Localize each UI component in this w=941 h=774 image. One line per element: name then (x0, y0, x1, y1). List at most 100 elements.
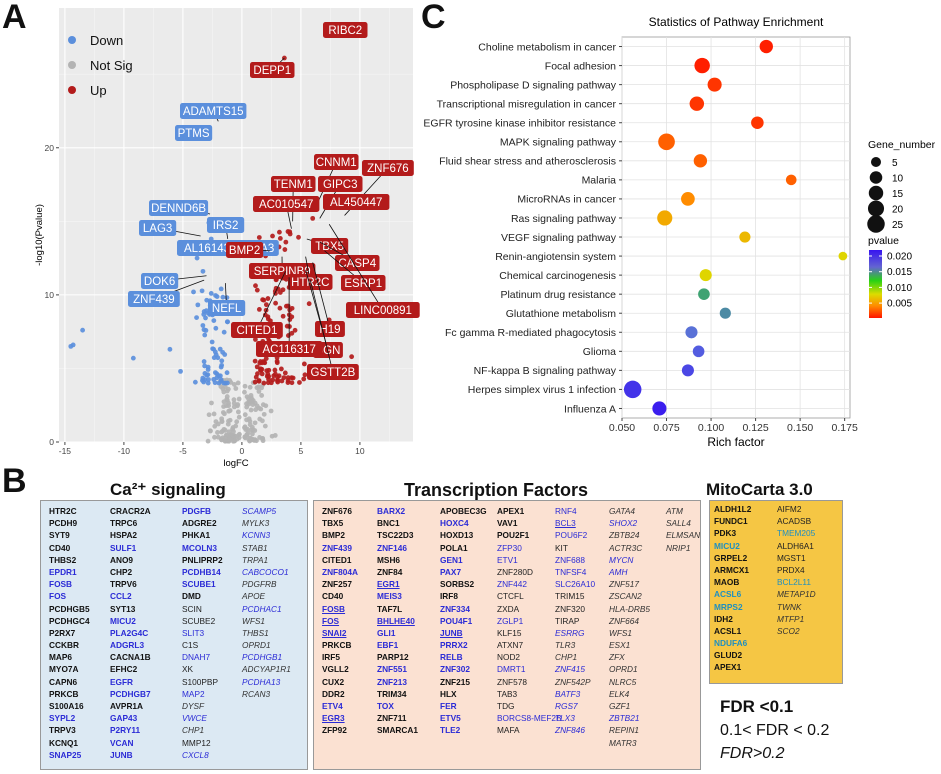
gene-name: ZNF804A (322, 566, 358, 577)
gene-name: TRPC6 (110, 518, 138, 529)
bubble-title: Statistics of Pathway Enrichment (649, 15, 824, 29)
volcano-point (310, 215, 316, 221)
bubble-pathway-label: Fluid shear stress and atherosclerosis (439, 156, 616, 168)
color-legend-label: 0.020 (887, 252, 912, 263)
bubble-point (692, 345, 705, 358)
gene-name: MYO7A (49, 664, 79, 675)
up-gene-label: BMP2 (229, 245, 260, 257)
gene-name: MYLK3 (242, 518, 270, 529)
volcano-point (276, 373, 282, 379)
volcano-point (258, 406, 264, 412)
gene-name: AIFM2 (777, 504, 802, 514)
gene-name: ESX1 (609, 640, 631, 651)
gene-name: HLX (440, 688, 457, 699)
volcano-point (192, 379, 198, 385)
bubble-pathway-label: NF-kappa B signaling pathway (474, 365, 617, 377)
gene-name: GZF1 (609, 701, 631, 711)
size-legend-label: 15 (892, 189, 904, 200)
volcano-point (260, 297, 266, 303)
volcano-point (221, 329, 227, 335)
volcano-point (235, 402, 241, 407)
gene-name: WFS1 (242, 615, 266, 626)
volcano-point (277, 305, 283, 311)
gene-name: FUNDC1 (714, 516, 748, 527)
volcano-point (287, 307, 293, 313)
fdr-legend-strong: FDR <0.1 (720, 697, 794, 716)
size-legend-label: 20 (892, 204, 904, 215)
gene-name: ZBTB21 (609, 713, 640, 724)
volcano-point (224, 319, 230, 325)
gene-name: ZBTB24 (609, 530, 640, 541)
gene-name: ALDH1L2 (714, 504, 752, 514)
up-gene-label: CITED1 (236, 325, 277, 337)
gene-name: ESRRG (555, 627, 585, 638)
gene-name: SYPL2 (49, 713, 76, 724)
volcano-point (178, 368, 183, 374)
volcano-point (234, 419, 240, 425)
tf-title: Transcription Factors (404, 480, 589, 500)
volcano-point (224, 295, 230, 301)
tf-gene-column: BARX2 BNC1 TSC22D3 ZNF146 MSH6 ZNF84 EGR1 MEIS3… (377, 505, 418, 737)
bubble-point (751, 116, 764, 129)
gene-name: S100PBP (182, 676, 218, 687)
gene-name: SYT13 (110, 603, 136, 614)
tf-gene-column: GATA4 SHOX2 ZBTB24 ACTR3C MYCN AMH ZNF517 ZSCAN… (609, 505, 650, 749)
volcano-point (349, 354, 355, 360)
volcano-point (215, 355, 221, 361)
volcano-point (265, 296, 271, 301)
bubble-pathway-label: EGFR tyrosine kinase inhibitor resistanc… (423, 118, 616, 130)
bubble-point (681, 192, 695, 206)
gene-name: ETV5 (440, 713, 461, 724)
volcano-point (200, 268, 206, 274)
ca-gene-column: PDGFB ADGRE2 PHKA1 MCOLN3 PNLIPRP2 PCDHB14 SCU… (182, 505, 223, 761)
volcano-point (220, 294, 226, 300)
gene-name: THBS2 (49, 554, 77, 565)
gene-name: MICU2 (110, 615, 136, 626)
gene-name: MGST1 (777, 552, 806, 563)
down-gene-label: ADAMTS15 (183, 106, 244, 118)
gene-name: ACADSB (777, 516, 812, 527)
gene-name: CHP1 (182, 725, 205, 736)
volcano-point (256, 306, 262, 312)
gene-name: EGFR (110, 676, 134, 687)
gene-name: ALDH6A1 (777, 540, 814, 551)
volcano-y-tick-label: 0 (49, 437, 54, 447)
volcano-label-box (323, 22, 368, 38)
gene-name: TNFSF4 (555, 566, 587, 577)
volcano-point (213, 419, 219, 425)
gene-name: P2RX7 (49, 627, 76, 638)
volcano-point (211, 318, 217, 324)
volcano-point (212, 349, 218, 355)
gene-name: HSPA2 (110, 530, 138, 541)
gene-name: S100A16 (49, 701, 84, 711)
color-legend-label: 0.015 (887, 267, 912, 278)
volcano-point (277, 229, 282, 235)
volcano-label-box (256, 341, 323, 357)
tf-gene-column: ATM SALL4 ELMSAN1 NRIP1 (666, 505, 700, 554)
volcano-label-box (139, 220, 177, 236)
gene-name: DMRT1 (497, 664, 526, 675)
mitocarta-title: MitoCarta 3.0 (706, 480, 813, 499)
gene-name: P2RY11 (110, 725, 141, 736)
volcano-point (289, 330, 295, 336)
gene-name: JUNB (440, 627, 463, 638)
volcano-point (252, 420, 258, 426)
gene-name: POLA1 (440, 542, 468, 553)
gene-name: MAP2 (182, 688, 205, 699)
volcano-point (235, 380, 241, 386)
volcano-point (242, 389, 247, 395)
tf-gene-column: APOBEC3G HOXC4 HOXD13 POLA1 GEN1 PAX7 SORBS2 IR… (440, 505, 487, 737)
gene-name: FER (440, 701, 457, 711)
gene-name: CRACR2A (110, 506, 151, 516)
gene-name: APEX1 (714, 662, 742, 673)
size-legend-label: 5 (892, 158, 898, 169)
up-gene-label: AC010547 (259, 199, 313, 211)
gene-name: SHOX2 (609, 518, 638, 529)
gene-name: EFHC2 (110, 664, 138, 675)
size-legend-title: Gene_number (868, 139, 936, 151)
gene-name: POU2F1 (497, 530, 530, 541)
gene-name: TAF7L (377, 603, 403, 614)
volcano-point (272, 371, 278, 377)
bubble-point (681, 364, 694, 377)
volcano-point (242, 412, 248, 418)
